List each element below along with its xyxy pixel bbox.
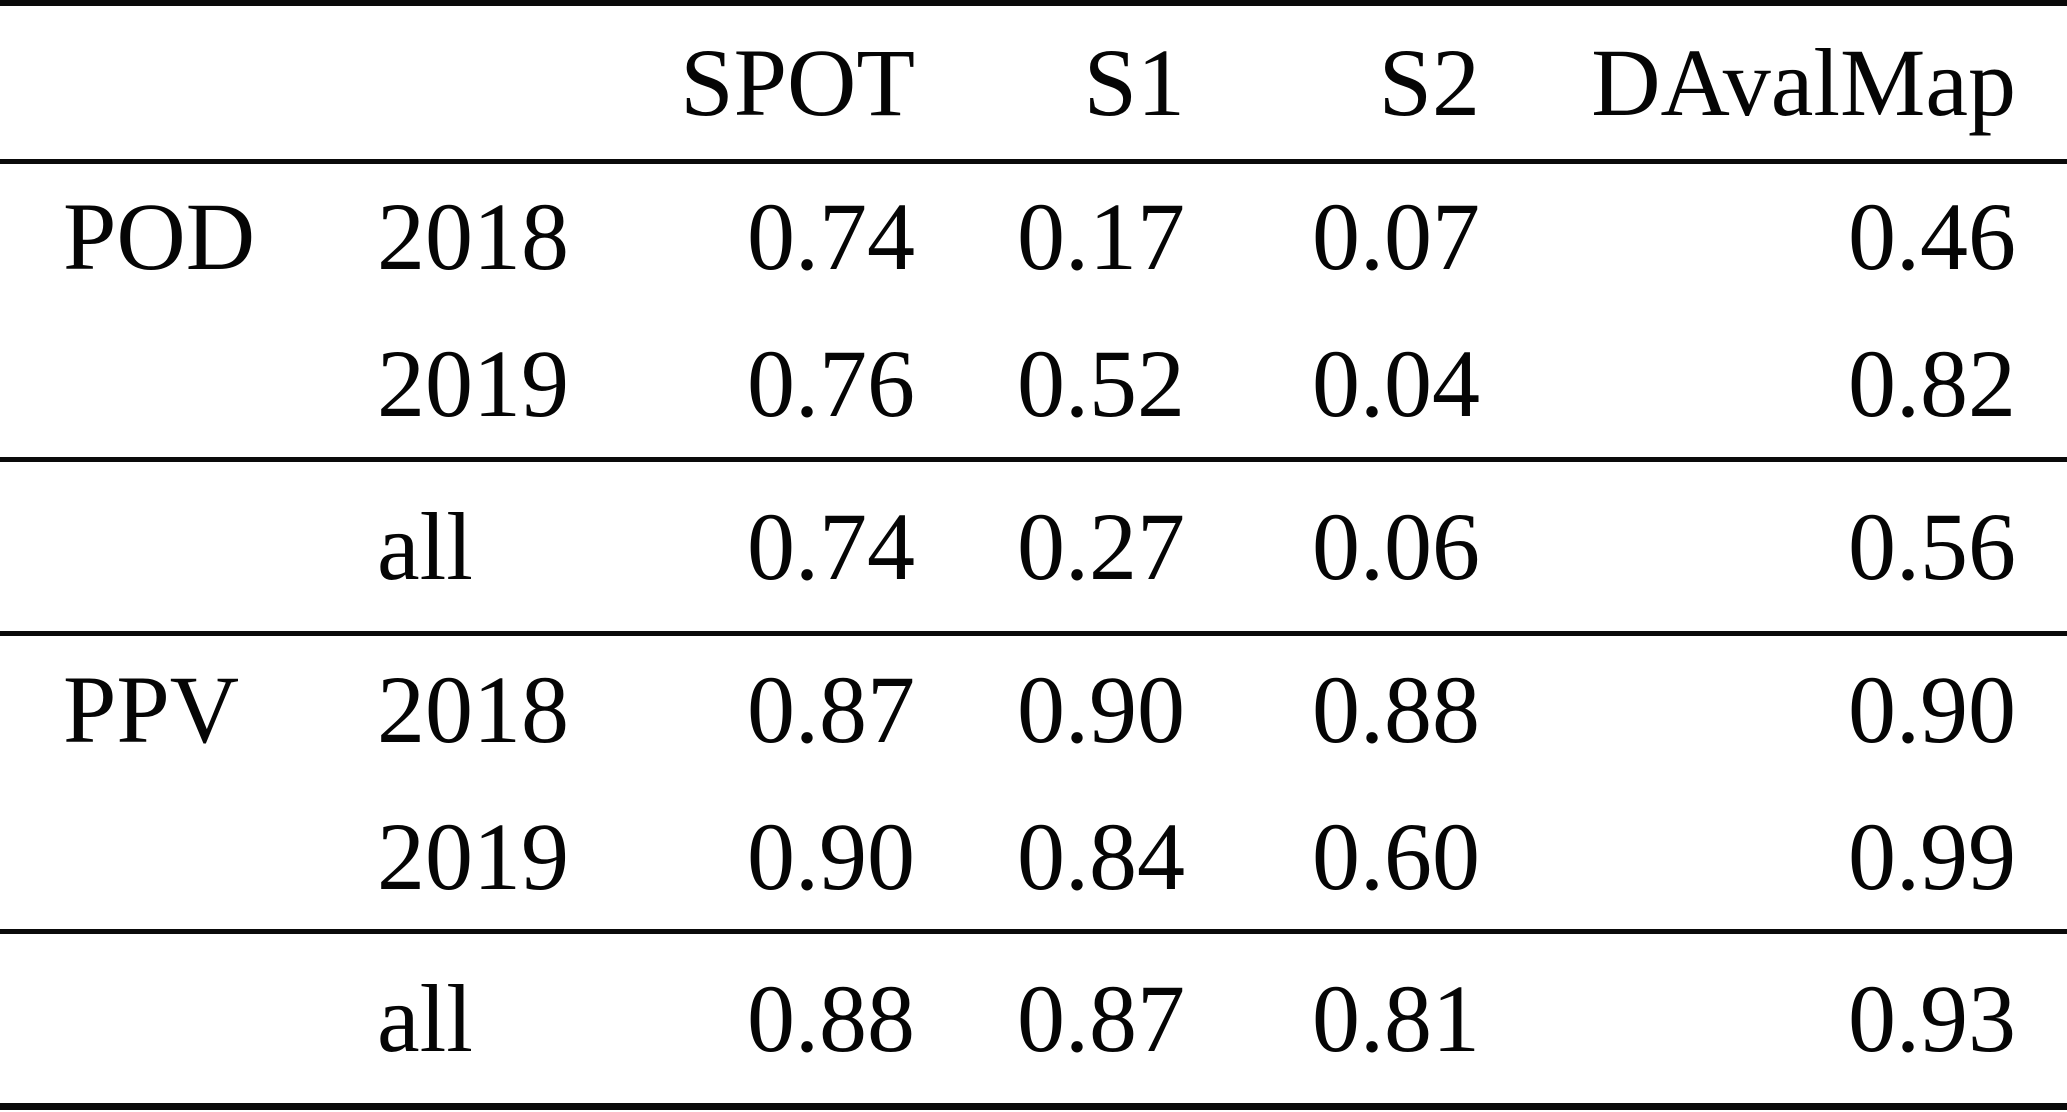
- column-header-davalmap: DAvalMap: [1591, 28, 2016, 136]
- value-cell: 0.04: [1312, 329, 1480, 437]
- section-ppv: PPV 2018 0.87 0.90 0.88 0.90 2019 0.90 0…: [0, 634, 2067, 932]
- value-cell: 0.87: [747, 655, 915, 763]
- value-cell: 0.76: [747, 329, 915, 437]
- value-cell: 0.81: [1312, 965, 1480, 1073]
- header-row: SPOT S1 S2 DAvalMap: [0, 3, 2067, 161]
- value-cell: 0.99: [1848, 802, 2016, 910]
- metric-label: [0, 932, 341, 1107]
- section-ppv-all: all 0.88 0.87 0.81 0.93: [0, 932, 2067, 1107]
- value-cell: 0.87: [1017, 965, 1185, 1073]
- metric-label: [0, 310, 341, 459]
- value-cell: 0.46: [1848, 183, 2016, 291]
- year-label: 2018: [377, 655, 569, 763]
- value-cell: 0.84: [1017, 802, 1185, 910]
- column-header-s2: S2: [1378, 28, 1480, 136]
- value-cell: 0.93: [1848, 965, 2016, 1073]
- header-year-blank: [341, 3, 640, 161]
- table-row: POD 2018 0.74 0.17 0.07 0.46: [0, 161, 2067, 310]
- year-label: 2018: [377, 183, 569, 291]
- metric-label: [0, 783, 341, 932]
- year-label: all: [377, 492, 473, 600]
- section-pod-all: all 0.74 0.27 0.06 0.56: [0, 459, 2067, 634]
- table-row: PPV 2018 0.87 0.90 0.88 0.90: [0, 634, 2067, 783]
- table-row: 2019 0.90 0.84 0.60 0.99: [0, 783, 2067, 932]
- metric-label: POD: [63, 183, 256, 291]
- value-cell: 0.27: [1017, 492, 1185, 600]
- table-row: all 0.88 0.87 0.81 0.93: [0, 932, 2067, 1107]
- column-header-s1: S1: [1083, 28, 1185, 136]
- value-cell: 0.60: [1312, 802, 1480, 910]
- value-cell: 0.17: [1017, 183, 1185, 291]
- year-label: all: [377, 965, 473, 1073]
- value-cell: 0.07: [1312, 183, 1480, 291]
- value-cell: 0.82: [1848, 329, 2016, 437]
- header-metric-blank: [0, 3, 341, 161]
- value-cell: 0.56: [1848, 492, 2016, 600]
- value-cell: 0.88: [747, 965, 915, 1073]
- section-pod: POD 2018 0.74 0.17 0.07 0.46 2019 0.76 0…: [0, 161, 2067, 460]
- value-cell: 0.88: [1312, 655, 1480, 763]
- metric-label: PPV: [63, 655, 240, 763]
- value-cell: 0.90: [747, 802, 915, 910]
- metric-label: [0, 459, 341, 634]
- year-label: 2019: [377, 329, 569, 437]
- table-row: 2019 0.76 0.52 0.04 0.82: [0, 310, 2067, 459]
- value-cell: 0.90: [1848, 655, 2016, 763]
- year-label: 2019: [377, 802, 569, 910]
- value-cell: 0.52: [1017, 329, 1185, 437]
- value-cell: 0.90: [1017, 655, 1185, 763]
- value-cell: 0.06: [1312, 492, 1480, 600]
- table-header: SPOT S1 S2 DAvalMap: [0, 3, 2067, 161]
- value-cell: 0.74: [747, 183, 915, 291]
- value-cell: 0.74: [747, 492, 915, 600]
- table-row: all 0.74 0.27 0.06 0.56: [0, 459, 2067, 634]
- column-header-spot: SPOT: [680, 28, 915, 136]
